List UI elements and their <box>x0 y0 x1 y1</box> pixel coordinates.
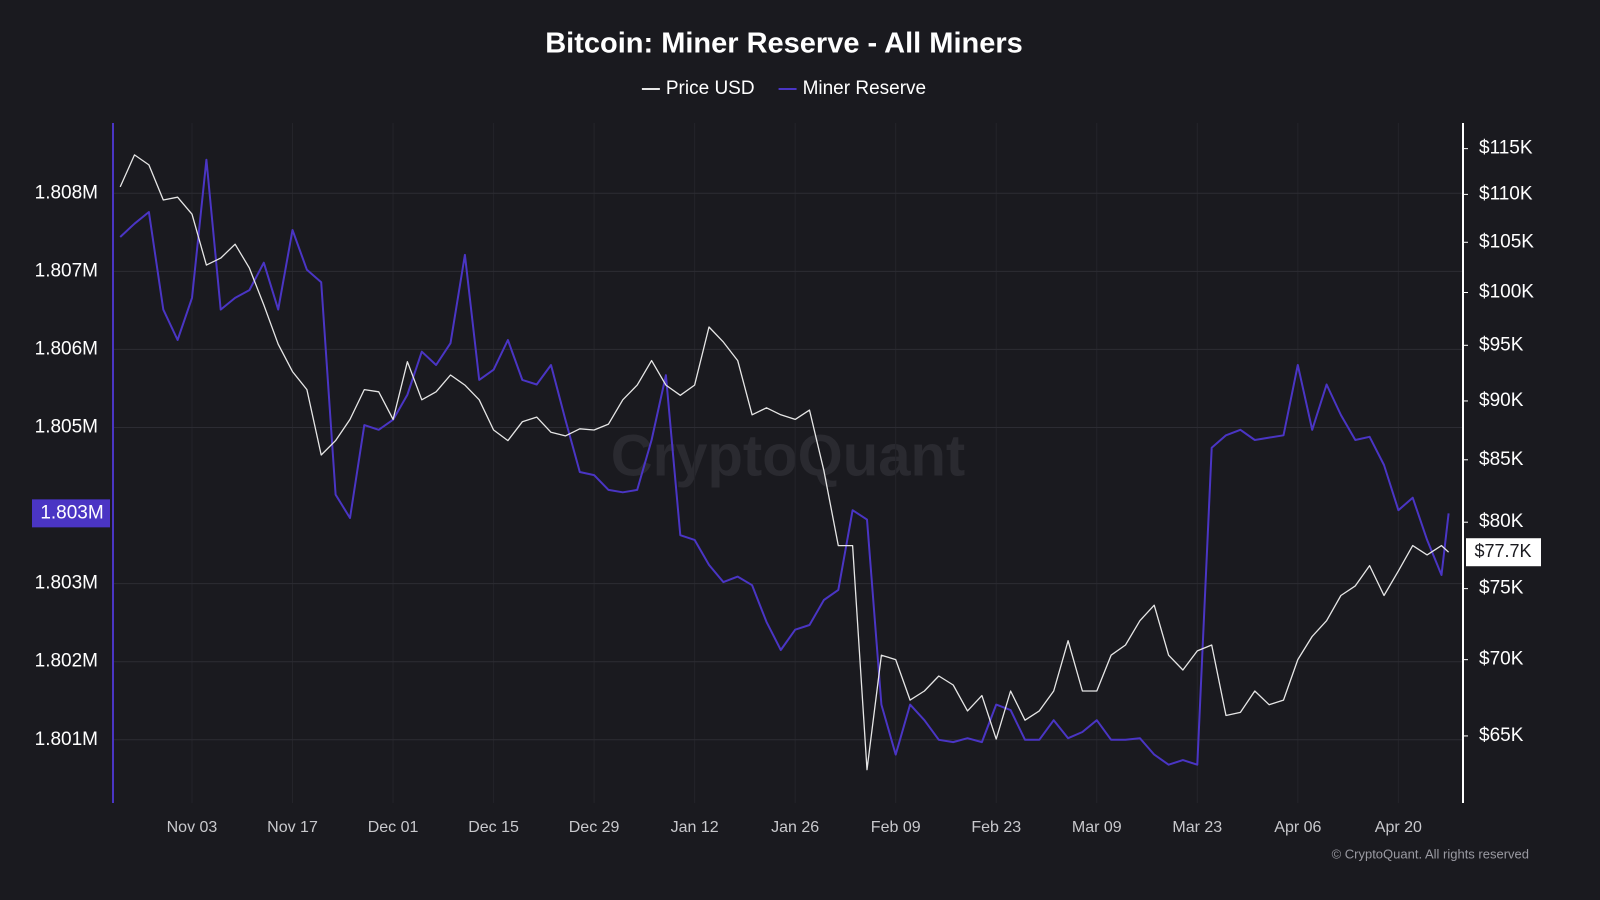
y2-tick-label: $100K <box>1479 282 1534 303</box>
chart-title: Bitcoin: Miner Reserve - All Miners <box>545 28 1023 60</box>
series-line <box>119 154 1450 771</box>
y-tick-label: 1.802M <box>35 651 98 672</box>
y2-tick-label: $115K <box>1479 138 1533 159</box>
y-tick-label: 1.808M <box>35 182 98 203</box>
y2-tick-label: $110K <box>1479 183 1533 204</box>
y2-tick-label: $70K <box>1479 649 1524 670</box>
y2-tick-label: $90K <box>1479 390 1524 411</box>
watermark: CryptoQuant <box>611 423 965 488</box>
copyright: © CryptoQuant. All rights reserved <box>1332 846 1529 861</box>
y-tick-label: 1.805M <box>35 416 98 437</box>
series-line <box>119 158 1450 766</box>
x-tick-label: Nov 03 <box>167 819 218 836</box>
legend-label: Price USD <box>666 78 755 99</box>
x-tick-label: Mar 09 <box>1072 819 1122 836</box>
x-tick-label: Feb 09 <box>871 819 921 836</box>
legend: Price USD Miner Reserve <box>641 78 927 99</box>
value-badge <box>1466 538 1541 567</box>
y-tick-label: 1.806M <box>35 338 98 359</box>
x-tick-label: Feb 23 <box>971 819 1021 836</box>
value-label: $77.7K <box>1474 541 1531 561</box>
x-tick-label: Mar 23 <box>1172 819 1222 836</box>
x-tick-label: Jan 26 <box>771 819 819 836</box>
x-tick-label: Nov 17 <box>267 819 318 836</box>
y2-tick-label: $80K <box>1479 511 1524 532</box>
y2-tick-label: $65K <box>1479 725 1524 746</box>
legend-label: Miner Reserve <box>803 78 927 99</box>
value-label: 1.803M <box>40 502 103 523</box>
y-tick-label: 1.807M <box>35 260 98 281</box>
x-tick-label: Dec 01 <box>368 819 419 836</box>
y-tick-label: 1.801M <box>35 729 98 750</box>
x-tick-label: Apr 06 <box>1274 819 1321 836</box>
value-badge <box>32 499 110 528</box>
x-tick-label: Dec 29 <box>569 819 620 836</box>
y2-tick-label: $105K <box>1479 231 1534 252</box>
y-tick-label: 1.803M <box>35 573 98 594</box>
y2-tick-label: $85K <box>1479 449 1524 470</box>
y2-tick-label: $75K <box>1479 578 1524 599</box>
x-tick-label: Dec 15 <box>468 819 519 836</box>
y2-tick-label: $95K <box>1479 334 1524 355</box>
x-tick-label: Jan 12 <box>671 819 719 836</box>
x-tick-label: Apr 20 <box>1375 819 1422 836</box>
